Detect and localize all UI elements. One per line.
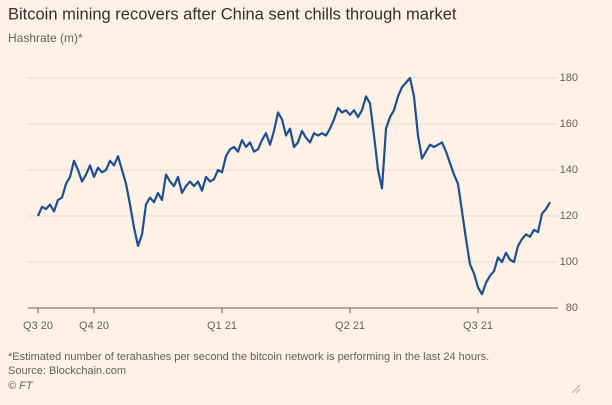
footnote: *Estimated number of terahashes per seco…	[8, 351, 489, 363]
chart-subtitle: Hashrate (m)*	[8, 31, 83, 45]
x-tick-label: Q3 20	[23, 320, 53, 332]
y-tick-label: 80	[566, 302, 578, 314]
data-line	[36, 76, 551, 296]
y-tick-label: 120	[560, 210, 578, 222]
credit: © FT	[8, 380, 34, 392]
source: Source: Blockchain.com	[8, 365, 126, 377]
x-tick-label: Q3 21	[463, 320, 493, 332]
x-tick-label: Q2 21	[335, 320, 365, 332]
y-tick-label: 180	[560, 72, 578, 84]
x-tick-label: Q4 20	[79, 320, 109, 332]
y-tick-label: 140	[560, 164, 578, 176]
x-tick-label: Q1 21	[207, 320, 237, 332]
resize-icon	[571, 384, 581, 394]
y-tick-label: 160	[560, 118, 578, 130]
y-tick-label: 100	[560, 256, 578, 268]
chart-title: Bitcoin mining recovers after China sent…	[8, 5, 457, 23]
